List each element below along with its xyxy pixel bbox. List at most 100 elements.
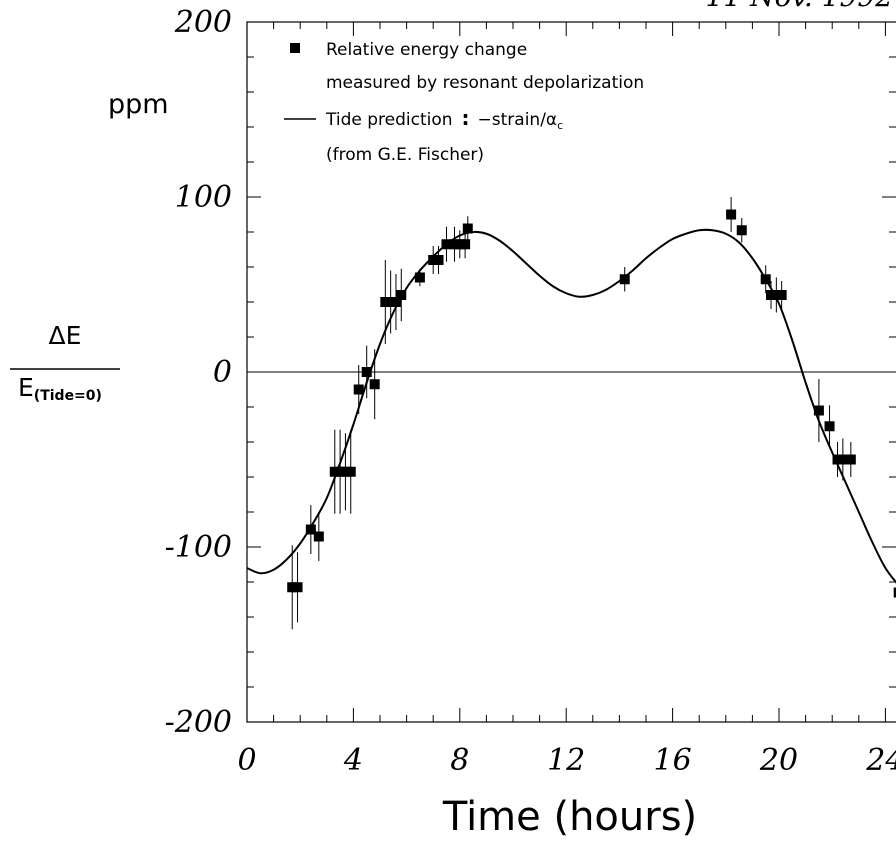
data-point bbox=[893, 587, 896, 598]
point-marker bbox=[893, 587, 896, 598]
point-marker bbox=[335, 466, 346, 477]
legend-curve-separator: : bbox=[462, 106, 470, 130]
data-point bbox=[766, 281, 777, 309]
legend-curve-prefix: Tide prediction bbox=[325, 110, 453, 130]
point-marker bbox=[736, 225, 747, 236]
point-marker bbox=[845, 454, 856, 465]
axis-tick-labels: 0 4 8 12 16 20 24 -200 -100 0 100 200 bbox=[165, 5, 896, 778]
point-marker bbox=[414, 272, 425, 283]
data-point bbox=[287, 545, 298, 630]
measured-points bbox=[287, 197, 896, 630]
legend-curve-subscript: c bbox=[557, 119, 563, 132]
legend-point-marker bbox=[290, 43, 300, 53]
y-tick-label: 200 bbox=[174, 5, 232, 40]
data-point bbox=[776, 281, 787, 309]
point-marker bbox=[353, 384, 364, 395]
point-marker bbox=[369, 379, 380, 390]
data-point bbox=[824, 405, 835, 448]
point-marker bbox=[313, 531, 324, 542]
data-point bbox=[361, 345, 372, 399]
data-point bbox=[353, 365, 364, 414]
y-unit-label: ppm bbox=[108, 89, 169, 120]
data-point bbox=[454, 230, 465, 259]
x-tick-label: 16 bbox=[654, 743, 692, 778]
point-marker bbox=[832, 454, 843, 465]
axis-ticks bbox=[246, 21, 896, 723]
point-marker bbox=[462, 223, 473, 234]
data-point bbox=[837, 438, 848, 481]
point-marker bbox=[441, 239, 452, 250]
point-marker bbox=[454, 239, 465, 250]
data-point bbox=[329, 429, 340, 514]
data-point bbox=[380, 260, 391, 344]
data-point bbox=[305, 505, 316, 554]
y-axis-denominator-main: E bbox=[18, 373, 34, 402]
point-marker bbox=[776, 290, 787, 300]
data-point bbox=[313, 512, 324, 561]
data-point bbox=[433, 246, 444, 274]
point-marker bbox=[433, 255, 444, 265]
data-point bbox=[390, 274, 401, 330]
x-tick-label: 4 bbox=[343, 743, 363, 778]
point-marker bbox=[305, 524, 316, 535]
y-axis-denominator-subscript: (Tide=0) bbox=[34, 388, 102, 404]
x-tick-label: 8 bbox=[450, 743, 469, 778]
data-point bbox=[845, 442, 856, 477]
data-point bbox=[385, 270, 396, 334]
data-point bbox=[369, 349, 380, 420]
legend-curve-line2: (from G.E. Fischer) bbox=[326, 145, 484, 165]
data-point bbox=[771, 277, 782, 313]
data-point bbox=[428, 246, 439, 274]
date-label: 11 Nov. 1992 bbox=[706, 0, 893, 13]
y-tick-label: 0 bbox=[213, 355, 232, 390]
x-tick-label: 12 bbox=[547, 743, 585, 778]
data-point bbox=[449, 226, 460, 262]
point-marker bbox=[460, 239, 471, 250]
legend: Relative energy change measured by reson… bbox=[284, 40, 644, 165]
point-marker bbox=[396, 290, 407, 300]
point-marker bbox=[619, 274, 630, 285]
x-tick-label: 0 bbox=[237, 743, 256, 778]
point-marker bbox=[292, 582, 303, 593]
legend-points-line2: measured by resonant depolarization bbox=[326, 73, 644, 93]
point-marker bbox=[380, 297, 391, 307]
data-point bbox=[292, 552, 303, 623]
data-point bbox=[726, 197, 737, 232]
data-point bbox=[832, 442, 843, 477]
point-marker bbox=[329, 466, 340, 477]
point-marker bbox=[760, 274, 771, 285]
point-marker bbox=[390, 297, 401, 307]
data-point bbox=[460, 230, 471, 259]
x-tick-label: 20 bbox=[759, 743, 798, 778]
data-point bbox=[619, 267, 630, 292]
y-tick-label: 100 bbox=[175, 180, 232, 215]
point-marker bbox=[824, 421, 835, 432]
y-tick-label: -200 bbox=[165, 705, 232, 740]
point-marker bbox=[361, 367, 372, 377]
x-tick-label: 24 bbox=[865, 743, 896, 778]
data-point bbox=[335, 429, 346, 514]
point-marker bbox=[449, 239, 460, 250]
data-point bbox=[340, 433, 351, 511]
point-marker bbox=[428, 255, 439, 265]
data-point bbox=[396, 268, 407, 322]
point-marker bbox=[345, 466, 356, 477]
x-axis-label: Time (hours) bbox=[442, 794, 697, 840]
data-point bbox=[760, 265, 771, 294]
point-marker bbox=[813, 405, 824, 416]
tide-prediction-curve bbox=[246, 228, 896, 584]
data-point bbox=[345, 429, 356, 514]
y-tick-label: -100 bbox=[165, 530, 232, 565]
point-marker bbox=[287, 582, 298, 593]
point-marker bbox=[385, 297, 396, 307]
data-point bbox=[462, 216, 473, 241]
y-axis-label-denominator: E(Tide=0) bbox=[18, 373, 102, 404]
point-marker bbox=[726, 209, 737, 220]
y-axis-label-numerator: ΔE bbox=[49, 321, 82, 350]
legend-curve-expression: −strain/α bbox=[478, 110, 558, 130]
point-marker bbox=[771, 290, 782, 300]
data-point bbox=[813, 379, 824, 442]
data-point bbox=[414, 268, 425, 287]
legend-points-line1: Relative energy change bbox=[326, 40, 527, 60]
